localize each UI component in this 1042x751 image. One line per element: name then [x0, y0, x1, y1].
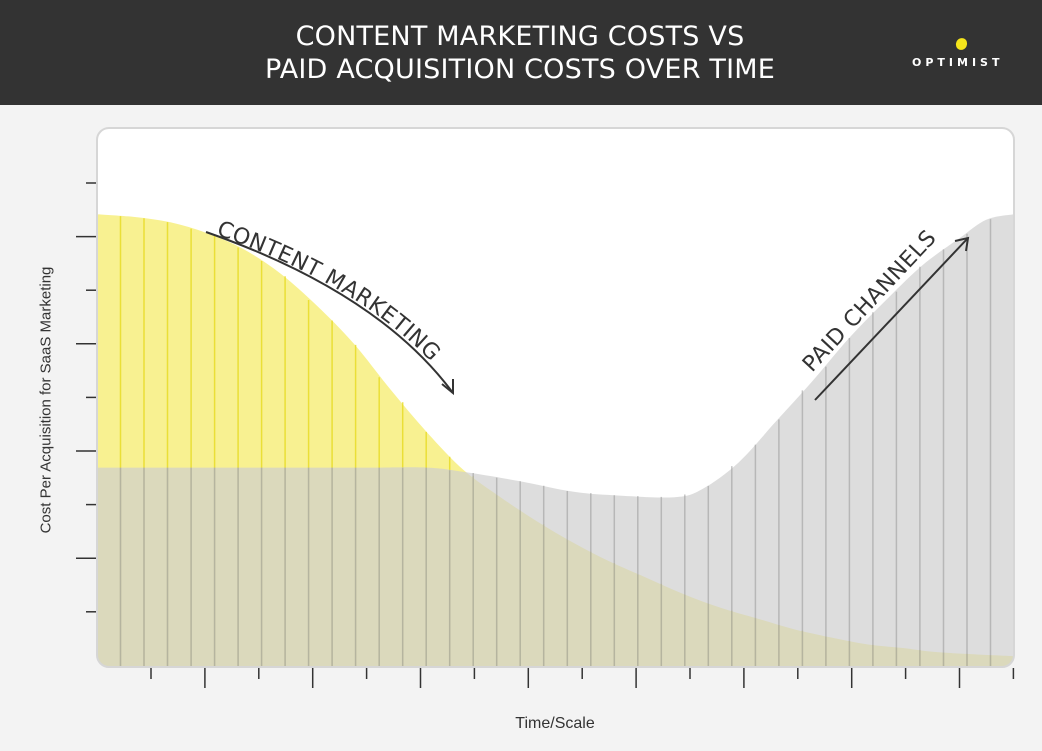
y-axis-label: Cost Per Acquisition for SaaS Marketing	[37, 266, 55, 534]
title-line-2: PAID ACQUISITION COSTS OVER TIME	[264, 54, 776, 85]
title-line-1: CONTENT MARKETING COSTS VS	[295, 21, 745, 52]
paid-channels-arrow	[814, 237, 969, 401]
header-bar	[0, 0, 1042, 105]
plot-frame	[96, 127, 1015, 668]
y-axis-ticks	[76, 182, 96, 613]
x-axis-label: Time/Scale	[515, 715, 595, 732]
content-marketing-arrow	[205, 231, 454, 394]
content-marketing-arrowhead	[441, 379, 454, 396]
logo-text: OPTIMIST	[912, 56, 1004, 69]
x-axis-ticks	[150, 668, 1015, 688]
paid-channels-stripes	[97, 214, 1014, 667]
paid-channels-arrowhead	[954, 236, 970, 252]
paid-channels-area	[97, 214, 1014, 667]
chart-title: CONTENT MARKETING COSTS VS PAID ACQUISIT…	[170, 20, 870, 86]
